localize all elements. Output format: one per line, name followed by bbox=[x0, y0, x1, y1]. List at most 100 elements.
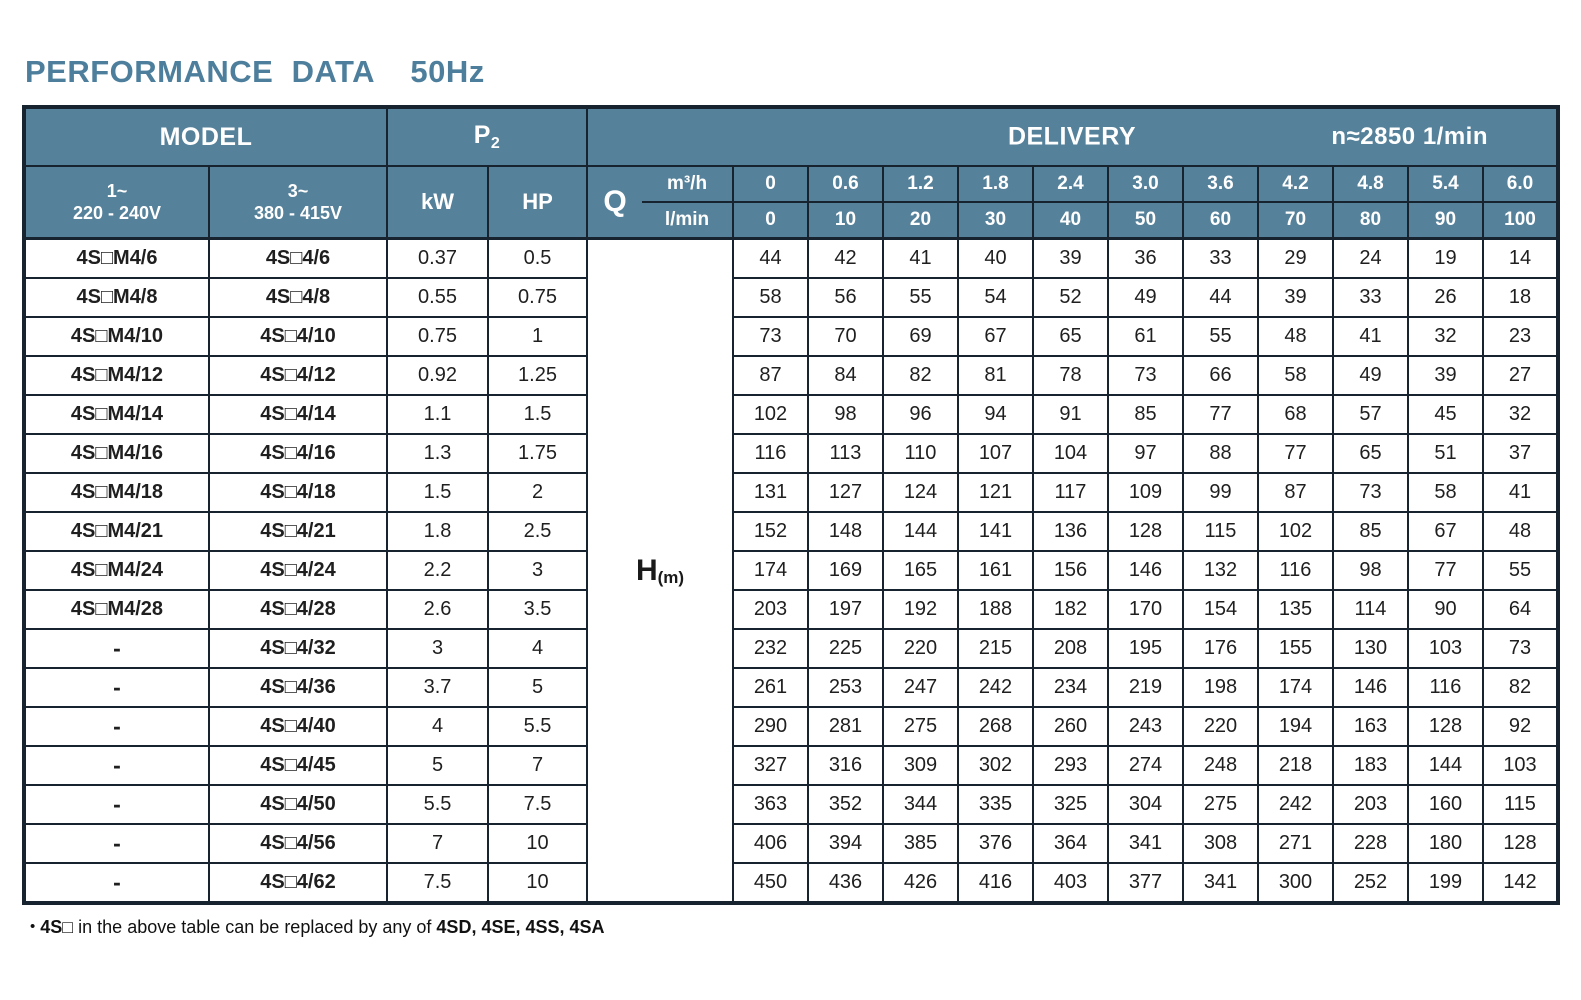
head-meters-label: H bbox=[635, 553, 658, 587]
model-three-phase-cell: 4S□4/32 bbox=[208, 628, 388, 669]
flow-header-cell: 1.8 30 bbox=[957, 165, 1034, 240]
kw-value-cell: 1.8 bbox=[386, 511, 489, 552]
head-value-cell: 128 bbox=[1407, 706, 1484, 747]
head-value-cell: 154 bbox=[1182, 589, 1259, 630]
flow-lmin-value: 30 bbox=[984, 209, 1007, 230]
model-single-phase-cell: 4S□M4/21 bbox=[23, 511, 210, 552]
model-three-phase-cell: 4S□4/14 bbox=[208, 394, 388, 435]
q-label: Q bbox=[603, 185, 627, 218]
head-value-cell: 141 bbox=[957, 511, 1034, 552]
kw-value-cell: 2.6 bbox=[386, 589, 489, 630]
head-value-cell: 78 bbox=[1032, 355, 1109, 396]
single-phase-header: 1~ 220 - 240V bbox=[23, 165, 210, 240]
head-value-cell: 81 bbox=[957, 355, 1034, 396]
head-value-cell: 115 bbox=[1182, 511, 1259, 552]
kw-header: kW bbox=[386, 165, 489, 240]
head-value-cell: 174 bbox=[732, 550, 809, 591]
model-single-phase-cell: - bbox=[23, 706, 210, 747]
footnote-model-list: 4SD, 4SE, 4SS, 4SA bbox=[436, 917, 605, 937]
model-single-phase-cell: - bbox=[23, 667, 210, 708]
head-value-cell: 199 bbox=[1407, 862, 1484, 904]
head-value-cell: 82 bbox=[882, 355, 959, 396]
kw-value-cell: 1.5 bbox=[386, 472, 489, 513]
head-value-cell: 174 bbox=[1257, 667, 1334, 708]
head-value-cell: 183 bbox=[1332, 745, 1409, 786]
head-value-cell: 146 bbox=[1332, 667, 1409, 708]
head-value-cell: 48 bbox=[1482, 511, 1559, 552]
flow-m3h-value: 4.2 bbox=[1260, 168, 1331, 203]
table-row: 4S□M4/21 4S□4/21 1.8 2.5 152 148 144 141 136 128 1… bbox=[23, 511, 1559, 552]
model-single-phase-cell: - bbox=[23, 745, 210, 786]
hp-value-cell: 7.5 bbox=[487, 784, 588, 825]
head-value-cell: 85 bbox=[1107, 394, 1184, 435]
head-value-cell: 416 bbox=[957, 862, 1034, 904]
model-three-phase-cell: 4S□4/16 bbox=[208, 433, 388, 474]
head-value-cell: 48 bbox=[1257, 316, 1334, 357]
head-value-cell: 195 bbox=[1107, 628, 1184, 669]
head-value-cell: 45 bbox=[1407, 394, 1484, 435]
head-value-cell: 115 bbox=[1482, 784, 1559, 825]
head-value-cell: 97 bbox=[1107, 433, 1184, 474]
single-phase-line2: 220 - 240V bbox=[72, 203, 162, 223]
head-value-cell: 24 bbox=[1332, 237, 1409, 279]
head-value-cell: 56 bbox=[807, 277, 884, 318]
model-single-phase-cell: - bbox=[23, 823, 210, 864]
head-value-cell: 132 bbox=[1182, 550, 1259, 591]
head-value-cell: 325 bbox=[1032, 784, 1109, 825]
footnote-model-prefix: 4S□ bbox=[35, 917, 74, 937]
flow-m3h-value: 3.0 bbox=[1110, 168, 1181, 203]
head-value-cell: 169 bbox=[807, 550, 884, 591]
flow-m3h-value: 0 bbox=[735, 168, 806, 203]
model-three-phase-cell: 4S□4/40 bbox=[208, 706, 388, 747]
head-value-cell: 247 bbox=[882, 667, 959, 708]
flow-m3h-value: 1.2 bbox=[885, 168, 956, 203]
head-value-cell: 450 bbox=[732, 862, 809, 904]
head-value-cell: 146 bbox=[1107, 550, 1184, 591]
head-value-cell: 42 bbox=[807, 237, 884, 279]
head-value-cell: 55 bbox=[1482, 550, 1559, 591]
flow-header-cell: 1.2 20 bbox=[882, 165, 959, 240]
head-value-cell: 252 bbox=[1332, 862, 1409, 904]
head-value-cell: 203 bbox=[732, 589, 809, 630]
head-value-cell: 268 bbox=[957, 706, 1034, 747]
model-three-phase-cell: 4S□4/24 bbox=[208, 550, 388, 591]
flow-lmin-value: 10 bbox=[834, 209, 857, 230]
head-value-cell: 40 bbox=[957, 237, 1034, 279]
head-value-cell: 90 bbox=[1407, 589, 1484, 630]
head-value-cell: 51 bbox=[1407, 433, 1484, 474]
units-header-row: 1~ 220 - 240V 3~ 380 - 415V kW HP Q bbox=[23, 165, 1559, 240]
head-value-cell: 114 bbox=[1332, 589, 1409, 630]
head-value-cell: 176 bbox=[1182, 628, 1259, 669]
model-group-label: MODEL bbox=[159, 122, 253, 151]
head-value-cell: 107 bbox=[957, 433, 1034, 474]
head-value-cell: 66 bbox=[1182, 355, 1259, 396]
head-value-cell: 27 bbox=[1482, 355, 1559, 396]
head-value-cell: 275 bbox=[1182, 784, 1259, 825]
head-value-cell: 135 bbox=[1257, 589, 1334, 630]
head-value-cell: 65 bbox=[1032, 316, 1109, 357]
head-value-cell: 91 bbox=[1032, 394, 1109, 435]
head-value-cell: 69 bbox=[882, 316, 959, 357]
head-value-cell: 19 bbox=[1407, 237, 1484, 279]
model-three-phase-cell: 4S□4/36 bbox=[208, 667, 388, 708]
head-value-cell: 170 bbox=[1107, 589, 1184, 630]
flow-m3h-value: 0.6 bbox=[810, 168, 881, 203]
flow-header-cell: 3.6 60 bbox=[1182, 165, 1259, 240]
head-value-cell: 271 bbox=[1257, 823, 1334, 864]
head-value-cell: 58 bbox=[1407, 472, 1484, 513]
head-value-cell: 98 bbox=[807, 394, 884, 435]
head-value-cell: 84 bbox=[807, 355, 884, 396]
three-phase-header: 3~ 380 - 415V bbox=[208, 165, 388, 240]
head-value-cell: 67 bbox=[957, 316, 1034, 357]
hp-value-cell: 3 bbox=[487, 550, 588, 591]
footnote: • 4S□ in the above table can be replaced… bbox=[30, 917, 1581, 938]
hp-header: HP bbox=[487, 165, 588, 240]
p2-subscript: 2 bbox=[490, 135, 501, 152]
head-value-cell: 208 bbox=[1032, 628, 1109, 669]
hp-value-cell: 1.5 bbox=[487, 394, 588, 435]
head-value-cell: 316 bbox=[807, 745, 884, 786]
head-value-cell: 341 bbox=[1107, 823, 1184, 864]
head-value-cell: 121 bbox=[957, 472, 1034, 513]
hp-value-cell: 7 bbox=[487, 745, 588, 786]
model-single-phase-cell: 4S□M4/18 bbox=[23, 472, 210, 513]
